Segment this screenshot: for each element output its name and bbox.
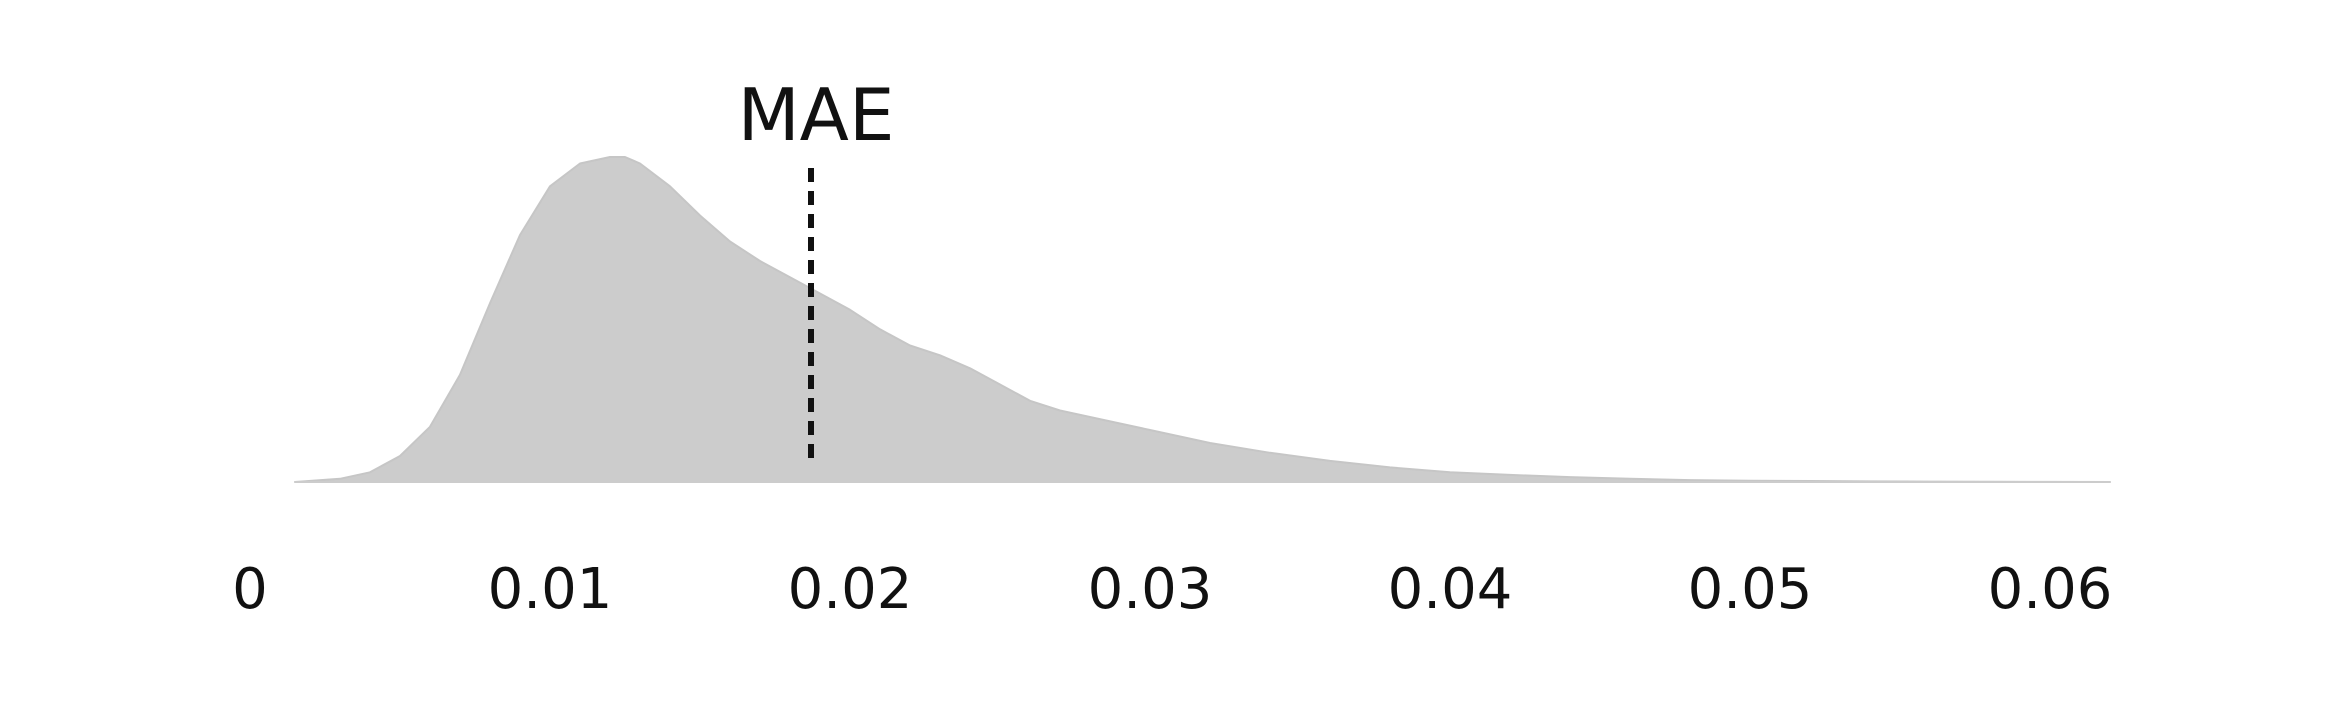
x-tick-label: 0 [232, 557, 268, 622]
x-tick-label: 0.03 [1088, 557, 1213, 622]
x-tick-label: 0.02 [788, 557, 913, 622]
x-tick-label: 0.05 [1688, 557, 1813, 622]
x-tick-label: 0.01 [488, 557, 613, 622]
x-axis-ticks: 0 0.01 0.02 0.03 0.04 0.05 0.06 [232, 557, 2112, 622]
x-tick-label: 0.06 [1988, 557, 2113, 622]
density-area [294, 156, 2111, 483]
mae-label: MAE [738, 73, 895, 157]
x-tick-label: 0.04 [1388, 557, 1513, 622]
